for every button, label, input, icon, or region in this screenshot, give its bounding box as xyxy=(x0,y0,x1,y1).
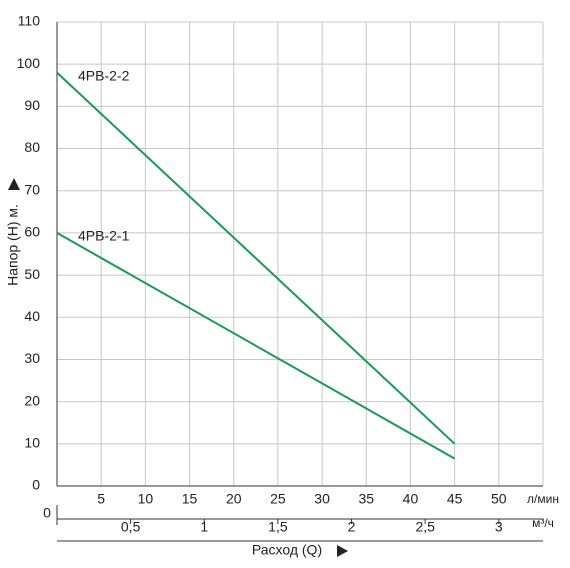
x2-tick-label: 3 xyxy=(495,519,503,535)
x-tick-label: 10 xyxy=(138,491,154,507)
y-tick-label: 70 xyxy=(24,181,40,197)
y-tick-label: 80 xyxy=(24,139,40,155)
x2-unit: м³/ч xyxy=(532,516,554,530)
y-tick-label: 40 xyxy=(24,308,40,324)
y-tick-label: 110 xyxy=(18,13,41,29)
x2-tick-label: 2,5 xyxy=(415,519,435,535)
y-tick-label: 10 xyxy=(24,435,40,451)
x2-tick-label: 2 xyxy=(348,519,356,535)
x-tick-label: 35 xyxy=(358,491,374,507)
x2-tick-label: 0,5 xyxy=(121,519,141,535)
y-tick-label: 50 xyxy=(24,266,40,282)
x2-tick-label: 1 xyxy=(200,519,208,535)
x-tick-label: 50 xyxy=(491,491,507,507)
x-tick-label: 5 xyxy=(97,491,105,507)
x-tick-label: 20 xyxy=(226,491,242,507)
x-arrow xyxy=(337,545,348,557)
y-axis-label: Напор (Н) м. xyxy=(5,204,21,286)
y-tick-label: 100 xyxy=(17,55,41,71)
x2-tick-label: 0 xyxy=(43,505,51,521)
y-arrow xyxy=(8,178,20,190)
x-axis-label: Расход (Q) xyxy=(252,542,322,558)
x-unit: л/мин xyxy=(527,492,559,506)
x-tick-label: 15 xyxy=(182,491,198,507)
x2-tick-label: 1,5 xyxy=(268,519,288,535)
x-tick-label: 25 xyxy=(270,491,286,507)
series-label: 4PB-2-2 xyxy=(78,67,130,83)
x-tick-label: 30 xyxy=(314,491,330,507)
y-tick-label: 20 xyxy=(24,392,40,408)
y-tick-label: 0 xyxy=(32,477,40,493)
x-tick-label: 45 xyxy=(447,491,463,507)
series-line xyxy=(56,232,456,460)
y-tick-label: 60 xyxy=(24,224,40,240)
series-label: 4PB-2-1 xyxy=(78,228,130,244)
x-tick-label: 40 xyxy=(403,491,419,507)
y-tick-label: 30 xyxy=(24,350,40,366)
series-line xyxy=(56,71,456,445)
y-tick-label: 90 xyxy=(24,97,40,113)
